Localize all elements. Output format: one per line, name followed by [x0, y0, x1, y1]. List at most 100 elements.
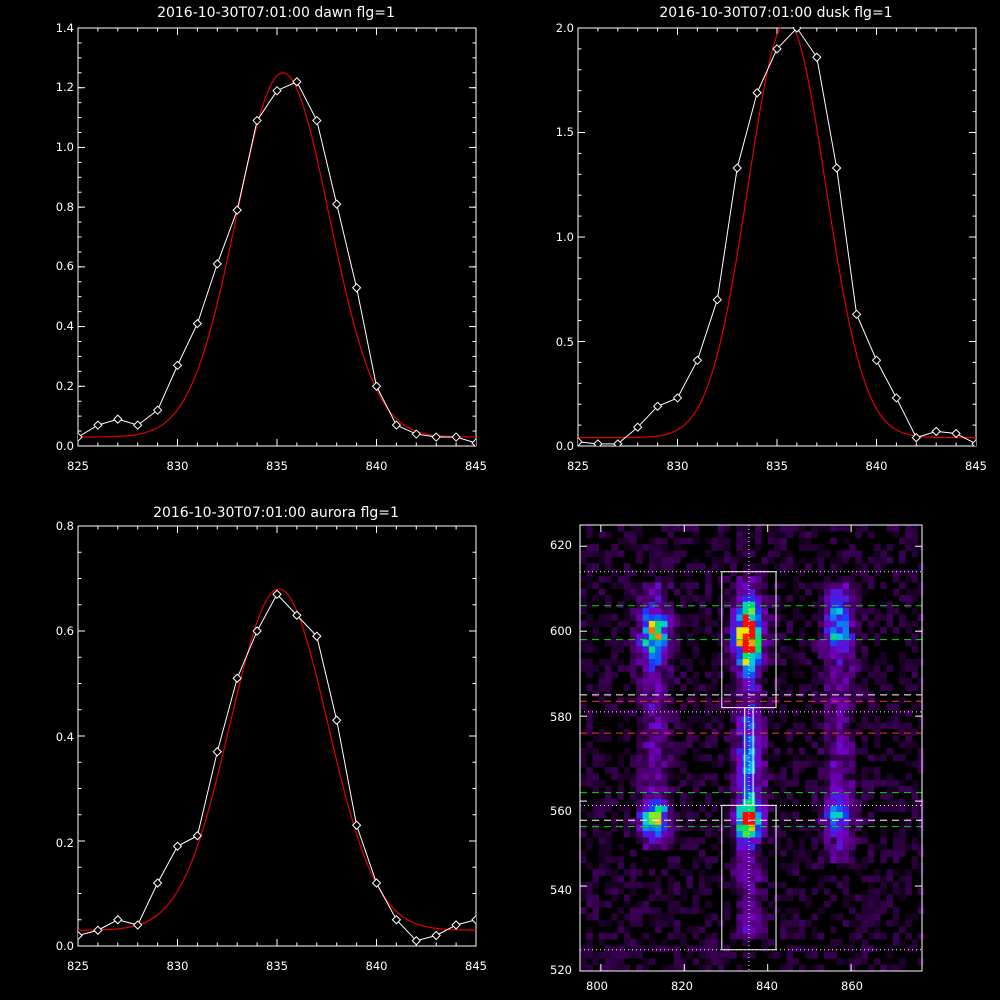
heatmap-cell [617, 888, 625, 895]
heatmap-cell [736, 856, 743, 863]
heatmap-cell [642, 595, 650, 602]
heatmap-cell [849, 754, 856, 762]
heatmap-cell [598, 556, 606, 564]
heatmap-cell [623, 544, 631, 551]
heatmap-cell [830, 595, 837, 602]
heatmap-cell [874, 677, 881, 685]
heatmap-cell [892, 626, 900, 634]
heatmap-cell [830, 690, 837, 698]
heatmap-cell [673, 830, 681, 838]
aurora-plot-area [78, 588, 476, 946]
heatmap-cell [692, 582, 700, 590]
heatmap-cell [892, 575, 900, 583]
heatmap-cell [755, 735, 762, 742]
heatmap-cell [748, 932, 756, 940]
heatmap-cell [880, 856, 887, 863]
heatmap-cell [586, 945, 593, 953]
heatmap-cell [861, 900, 869, 908]
heatmap-cell [867, 843, 875, 851]
heatmap-cell [705, 614, 712, 621]
heatmap-cell [723, 684, 731, 691]
heatmap-cell [886, 556, 894, 564]
heatmap-cell [811, 913, 819, 921]
dusk-x-tick-label: 835 [766, 459, 788, 473]
heatmap-cell [742, 824, 750, 832]
heatmap-cell [673, 837, 681, 844]
heatmap-cell [742, 703, 750, 711]
heatmap-cell [755, 665, 762, 672]
heatmap-cell [592, 913, 600, 921]
heatmap-cell [855, 614, 862, 621]
heatmap-cell [811, 601, 819, 609]
heatmap-cell [692, 646, 700, 653]
heatmap-cell [761, 932, 768, 940]
dawn-data-point [132, 420, 143, 430]
heatmap-cell [661, 779, 668, 787]
dawn-y-tick-label: 0.0 [56, 439, 74, 453]
heatmap-cell [586, 837, 593, 844]
heatmap-cell [692, 626, 700, 634]
heatmap-cell [917, 760, 925, 768]
heatmap-cell [605, 563, 612, 570]
heatmap-cell [823, 735, 831, 742]
heatmap-cell [773, 595, 781, 602]
heatmap-cell [680, 811, 687, 819]
heatmap-cell [849, 939, 856, 946]
heatmap-cell [836, 856, 844, 863]
heatmap-cell [817, 786, 825, 793]
heatmap-cell [673, 620, 681, 628]
heatmap-cell [730, 697, 737, 704]
heatmap-cell [773, 582, 781, 590]
heatmap-cell [761, 677, 768, 685]
heatmap-cell [842, 633, 850, 640]
heatmap-cell [698, 716, 706, 723]
heatmap-cell [861, 652, 869, 660]
heatmap-cell [730, 798, 737, 806]
heatmap-cell [736, 926, 743, 934]
heatmap-cell [580, 849, 587, 857]
heatmap-cell [874, 932, 881, 940]
heatmap-cell [874, 569, 881, 577]
heatmap-cell [642, 786, 650, 793]
heatmap-cell [642, 716, 650, 723]
heatmap-cell [692, 748, 700, 755]
heatmap-cell [642, 677, 650, 685]
heatmap-cell [598, 588, 606, 596]
heatmap-cell [761, 862, 768, 870]
heatmap-cell [673, 633, 681, 640]
heatmap-cell [642, 620, 650, 628]
dusk-data-point [831, 163, 842, 173]
heatmap-cell [892, 703, 900, 711]
heatmap-cell [755, 837, 762, 844]
heatmap-cell [667, 856, 675, 863]
heatmap-cell [823, 716, 831, 723]
heatmap-cell [661, 697, 668, 704]
heatmap-cell [836, 671, 844, 679]
heatmap-cell [917, 703, 925, 711]
heatmap-cell [849, 773, 856, 781]
dusk-data-point [652, 401, 663, 411]
heatmap-cell [761, 830, 768, 838]
dusk-data-point [931, 426, 941, 437]
heatmap-cell [636, 786, 643, 793]
heatmap-cell [773, 805, 781, 813]
heatmap-cell [655, 824, 662, 832]
heatmap-cell [680, 658, 687, 666]
dusk-fit-curve [578, 27, 976, 439]
heatmap-cell [667, 875, 675, 883]
heatmap-cell [899, 595, 906, 602]
heatmap-cell [630, 646, 637, 653]
heatmap-cell [717, 760, 725, 768]
heatmap-cell [748, 767, 756, 774]
heatmap-cell [648, 798, 656, 806]
heatmap-cell [830, 786, 837, 793]
heatmap-cell [655, 920, 662, 927]
heatmap-cell [755, 652, 762, 660]
dawn-y-tick-label: 0.4 [56, 319, 74, 333]
dawn-panel: 2016-10-30T07:01:00 dawn flg=1 825 830 8… [56, 5, 487, 473]
heatmap-cell [736, 556, 743, 564]
heatmap-cell [717, 869, 725, 876]
heatmap-cell [880, 964, 887, 972]
heatmap-cell [592, 811, 600, 819]
heatmap-cell [886, 525, 894, 532]
